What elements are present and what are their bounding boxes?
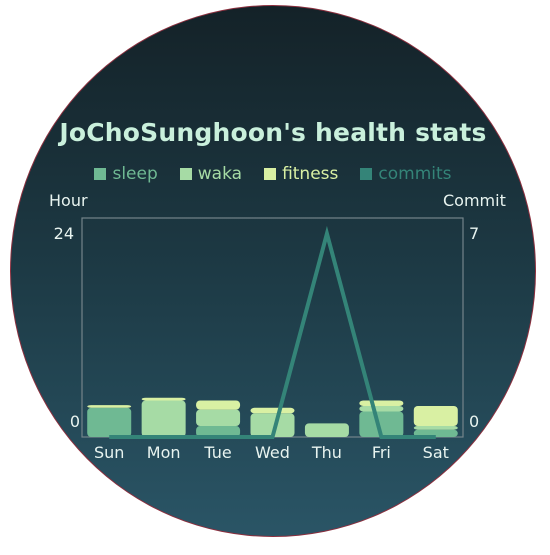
bar-fitness-mon (141, 397, 186, 401)
bar-fitness-wed (250, 407, 295, 414)
bar-fitness-sat (413, 405, 458, 427)
x-tick-mon: Mon (147, 443, 181, 462)
legend-swatch-waka (179, 168, 192, 180)
bar-waka-mon (141, 400, 186, 437)
legend-item-fitness: fitness (264, 164, 338, 184)
bar-waka-sat (413, 426, 458, 430)
x-tick-sat: Sat (423, 443, 449, 462)
legend-label-commits: commits (378, 164, 452, 184)
x-tick-fri: Fri (372, 443, 391, 462)
chart-card: JoChoSunghoon's health stats sleep waka fi… (10, 5, 536, 537)
bar-fitness-sun (87, 405, 132, 408)
legend-item-commits: commits (360, 164, 452, 184)
bar-waka-thu (304, 423, 349, 437)
y-left-tick-min: 0 (70, 412, 80, 431)
bar-waka-tue (196, 409, 241, 427)
x-tick-tue: Tue (203, 443, 231, 462)
legend-label-waka: waka (197, 164, 243, 184)
plot-frame (81, 217, 464, 438)
y-right-axis-label: Commit (443, 191, 506, 210)
bar-sleep-fri (359, 411, 404, 437)
y-right-tick-max: 7 (469, 224, 479, 243)
y-left-axis-label: Hour (49, 191, 88, 210)
bar-sleep-tue (196, 426, 241, 437)
y-left-tick-max: 24 (54, 224, 74, 243)
legend-item-sleep: sleep (94, 164, 158, 184)
y-right-tick-min: 0 (469, 412, 479, 431)
line-commits (109, 225, 436, 439)
x-tick-wed: Wed (255, 443, 290, 462)
legend-label-sleep: sleep (112, 164, 158, 184)
bar-sleep-sun (87, 407, 132, 437)
bar-fitness-tue (196, 400, 241, 410)
legend-label-fitness: fitness (282, 164, 339, 184)
legend-swatch-commits (360, 168, 373, 180)
x-tick-thu: Thu (311, 443, 342, 462)
x-tick-sun: Sun (94, 443, 124, 462)
legend-swatch-sleep (94, 168, 107, 180)
bar-waka-fri (359, 405, 404, 412)
bar-waka-wed (250, 413, 295, 437)
chart-title: JoChoSunghoon's health stats (59, 118, 487, 147)
bar-fitness-fri (359, 400, 404, 406)
legend-item-waka: waka (179, 164, 243, 184)
chart-legend: sleep waka fitness commits (11, 164, 535, 184)
legend-swatch-fitness (264, 168, 277, 180)
